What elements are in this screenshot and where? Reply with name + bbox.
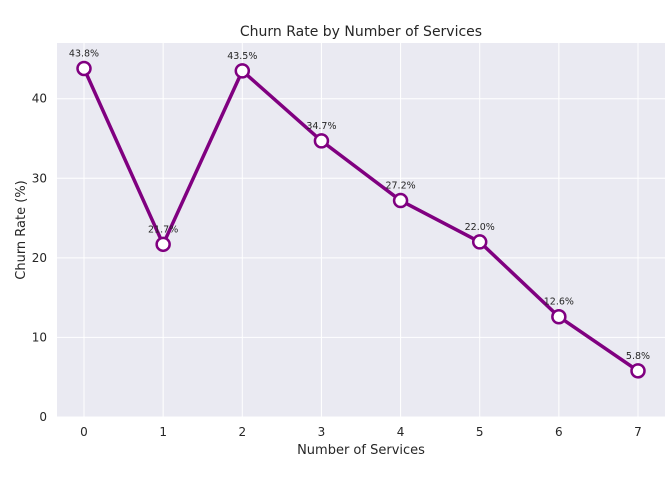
x-tick-labels: 0 1 2 3 4 5 6 7 [80,425,642,439]
series-group: 43.8% 21.7% 43.5% 34.7% 27.2% 22.0% 12.6% 5.8% [69,48,650,379]
data-label: 43.5% [227,51,257,62]
x-tick-label: 1 [159,425,167,439]
data-point [392,192,409,209]
y-axis-label: Churn Rate (%) [14,180,29,279]
series-line [82,66,640,373]
y-tick-label: 10 [32,330,47,344]
data-point [155,236,171,253]
y-tick-label: 40 [32,92,47,106]
y-tick-label: 30 [32,171,47,185]
data-label: 43.8% [69,48,99,59]
x-tick-label: 3 [318,425,326,439]
data-label: 12.6% [544,297,574,308]
data-point [313,133,330,149]
chart-title: Churn Rate by Number of Services [240,24,482,40]
x-tick-label: 5 [476,425,484,439]
y-tick-labels: 0 10 20 30 40 [32,92,47,424]
data-point [551,308,567,325]
x-tick-label: 6 [555,425,563,439]
data-label: 5.8% [626,351,650,362]
x-tick-label: 4 [397,425,405,439]
data-point [630,363,646,379]
gridlines [57,43,665,418]
x-tick-label: 7 [634,425,642,439]
x-tick-label: 0 [80,425,88,439]
data-point [471,234,488,250]
data-label: 21.7% [148,224,178,235]
data-label: 22.0% [465,222,495,233]
x-tick-label: 2 [238,425,246,439]
y-tick-label: 20 [32,251,47,265]
data-label: 34.7% [306,121,336,132]
data-point [76,60,92,77]
x-axis-label: Number of Services [297,443,425,458]
data-label: 27.2% [385,181,415,192]
data-point [234,63,251,79]
y-tick-label: 0 [39,410,47,424]
